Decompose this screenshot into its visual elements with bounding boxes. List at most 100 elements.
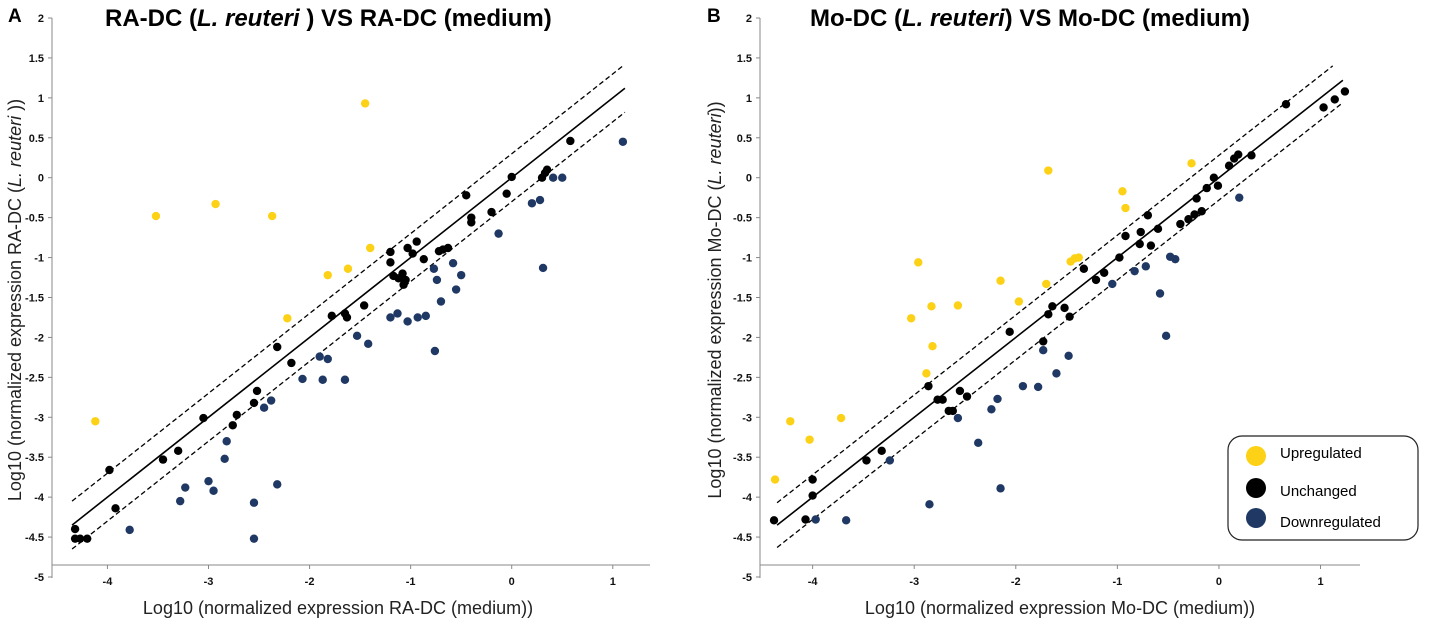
point-downregulated <box>925 500 934 509</box>
point-unchanged <box>273 342 282 352</box>
point-downregulated <box>393 309 402 318</box>
point-unchanged <box>1234 150 1243 159</box>
point-unchanged <box>1209 173 1219 182</box>
point-upregulated <box>996 276 1005 285</box>
point-unchanged <box>1135 239 1144 249</box>
point-unchanged <box>443 243 453 253</box>
point-unchanged <box>467 218 476 227</box>
point-unchanged <box>408 249 417 258</box>
y-tick-label: -3 <box>34 412 44 424</box>
y-tick-label: 2 <box>746 13 752 25</box>
y-tick-label: -2 <box>34 332 44 344</box>
y-tick-label: -3.5 <box>25 452 44 464</box>
point-unchanged <box>359 301 369 310</box>
legend-label: Unchanged <box>1280 483 1357 500</box>
point-unchanged <box>232 410 241 420</box>
point-unchanged <box>1184 215 1193 224</box>
point-unchanged <box>1190 210 1199 219</box>
point-downregulated <box>429 264 439 273</box>
threshold-line <box>71 65 624 502</box>
point-unchanged <box>1136 227 1145 237</box>
y-tick-label: -1 <box>742 253 752 265</box>
x-tick-label: -4 <box>808 576 819 588</box>
point-downregulated <box>125 525 134 535</box>
y-tick-label: 0.5 <box>29 133 44 145</box>
point-downregulated <box>535 195 545 205</box>
point-unchanged <box>173 446 183 456</box>
x-axis-label: Log10 (normalized expression Mo-DC (medi… <box>865 598 1255 618</box>
point-unchanged <box>1146 241 1156 250</box>
point-unchanged <box>1044 310 1053 319</box>
point-upregulated <box>770 475 780 484</box>
point-downregulated <box>1235 193 1244 202</box>
point-downregulated <box>352 331 362 341</box>
y-tick-label: -1.5 <box>733 293 752 305</box>
point-unchanged <box>287 358 296 368</box>
panel-letter: A <box>8 6 22 27</box>
point-downregulated <box>451 285 461 294</box>
x-tick-label: 1 <box>610 576 616 588</box>
y-tick-label: -4.5 <box>25 532 44 544</box>
point-unchanged <box>1065 312 1074 321</box>
point-unchanged <box>249 398 259 408</box>
point-unchanged <box>1153 224 1163 234</box>
point-downregulated <box>987 405 996 414</box>
point-downregulated <box>386 313 395 322</box>
point-unchanged <box>1330 95 1339 104</box>
point-unchanged <box>419 254 428 264</box>
point-unchanged <box>507 172 516 182</box>
point-downregulated <box>1052 369 1061 378</box>
threshold-line <box>776 65 1334 504</box>
legend-label: Downregulated <box>1280 514 1381 531</box>
point-upregulated <box>267 211 277 221</box>
point-downregulated <box>421 311 431 321</box>
point-upregulated <box>927 302 936 311</box>
y-axis-label: Log10 (normalized expression Mo-DC (L. r… <box>705 101 725 498</box>
point-unchanged <box>1079 264 1089 273</box>
y-tick-label: 1 <box>38 93 44 105</box>
point-upregulated <box>922 369 931 378</box>
point-downregulated <box>538 263 548 273</box>
point-unchanged <box>1202 183 1211 193</box>
point-upregulated <box>343 264 353 273</box>
point-downregulated <box>456 270 466 280</box>
point-unchanged <box>1192 194 1201 203</box>
point-unchanged <box>1121 231 1130 241</box>
point-unchanged <box>877 446 886 456</box>
point-downregulated <box>318 375 327 384</box>
point-upregulated <box>836 413 846 423</box>
x-tick-label: -2 <box>1011 576 1021 588</box>
panel-b: B Mo-DC (L. reuteri) VS Mo-DC (medium) 2… <box>705 5 1419 618</box>
point-downregulated <box>340 375 350 384</box>
point-downregulated <box>222 437 231 446</box>
identity-line <box>71 87 626 526</box>
point-unchanged <box>1224 161 1234 170</box>
point-downregulated <box>315 352 324 361</box>
point-downregulated <box>259 403 269 412</box>
point-downregulated <box>413 313 422 322</box>
x-tick-label: -1 <box>1112 576 1122 588</box>
point-downregulated <box>1161 331 1171 341</box>
point-unchanged <box>1091 275 1101 285</box>
point-downregulated <box>403 317 412 326</box>
point-upregulated <box>928 342 937 351</box>
point-unchanged <box>1099 268 1109 277</box>
point-unchanged <box>75 534 85 543</box>
point-downregulated <box>974 438 983 448</box>
point-unchanged <box>1176 219 1185 229</box>
point-downregulated <box>181 483 190 492</box>
point-downregulated <box>266 396 276 405</box>
y-tick-label: -3.5 <box>733 452 752 464</box>
panel-letter: B <box>707 6 721 27</box>
point-unchanged <box>1319 103 1328 112</box>
point-downregulated <box>432 275 442 285</box>
y-tick-label: 0 <box>38 173 44 185</box>
point-unchanged <box>327 311 337 321</box>
point-unchanged <box>948 406 958 416</box>
point-unchanged <box>386 258 395 267</box>
y-tick-label: -4 <box>34 492 45 504</box>
y-tick-label: -0.5 <box>25 213 44 225</box>
point-upregulated <box>906 314 916 323</box>
threshold-line <box>71 111 626 550</box>
